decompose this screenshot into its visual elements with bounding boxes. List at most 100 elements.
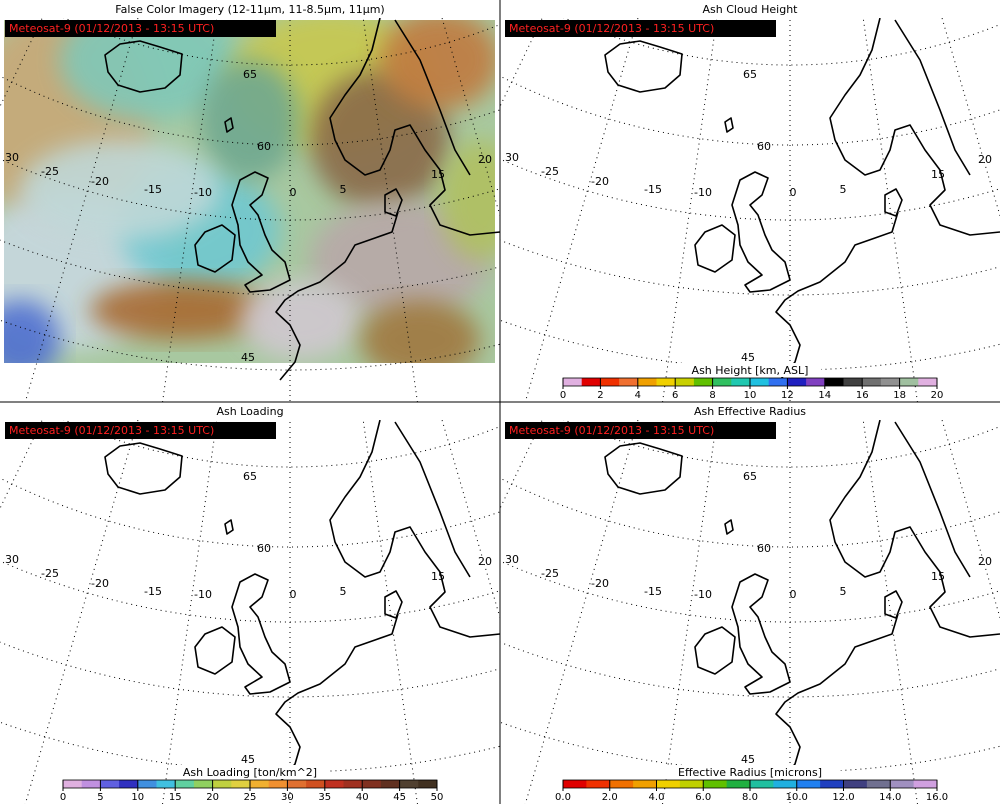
- colorbar-segment: [81, 780, 101, 788]
- satellite-label: Meteosat-9 (01/12/2013 - 13:15 UTC): [509, 22, 714, 35]
- latitude-label: 60: [757, 542, 771, 555]
- colorbar-tick-label: 18: [893, 390, 906, 401]
- longitude-label: -25: [541, 567, 559, 580]
- colorbar-label: Ash Height [km, ASL]: [692, 364, 809, 377]
- longitude-label: -25: [541, 165, 559, 178]
- colorbar-label-box: [679, 363, 821, 377]
- colorbar-tick-label: 16: [856, 390, 869, 401]
- colorbar-tick-label: 10: [131, 792, 144, 803]
- colorbar-tick-label: 40: [356, 792, 369, 803]
- longitude-label: 5: [340, 183, 347, 196]
- colorbar-segment: [843, 378, 863, 386]
- longitude-label: 20: [978, 555, 992, 568]
- label-box: [505, 422, 776, 439]
- colorbar-segment: [581, 378, 601, 386]
- longitude-label: 15: [931, 168, 945, 181]
- colorbar-segment: [693, 378, 714, 386]
- cloud: [60, 20, 240, 120]
- colorbar-segment: [750, 780, 774, 788]
- colorbar-tick-label: 50: [431, 792, 444, 803]
- colorbar-tick-label: 20: [206, 792, 219, 803]
- colorbar-segment: [880, 378, 901, 386]
- panel-title: Ash Effective Radius: [694, 405, 806, 418]
- colorbar-tick-label: 45: [393, 792, 406, 803]
- longitude-label: -20: [91, 577, 109, 590]
- colorbar-segment: [175, 780, 195, 788]
- map: [0, 18, 500, 402]
- colorbar-segment: [119, 780, 139, 788]
- colorbar-tick-label: 25: [244, 792, 257, 803]
- colorbar-tick-label: 30: [281, 792, 294, 803]
- colorbar-tick-label: 16.0: [926, 792, 948, 803]
- colorbar-segment: [679, 780, 704, 788]
- latitude-label: 45: [241, 753, 255, 766]
- colorbar-segment: [563, 378, 583, 386]
- label-box: [5, 422, 276, 439]
- longitude-label: -10: [694, 186, 712, 199]
- latitude-label: 45: [741, 753, 755, 766]
- longitude-label: -25: [41, 165, 59, 178]
- image-layer: [4, 20, 495, 363]
- colorbar-tick-label: 14: [818, 390, 831, 401]
- colorbar-segment: [913, 780, 938, 788]
- panel-title: Ash Cloud Height: [702, 3, 798, 16]
- colorbar-segment: [137, 780, 157, 788]
- colorbar-tick-label: 14.0: [879, 792, 901, 803]
- cloud: [310, 200, 490, 320]
- colorbar-segment: [399, 780, 419, 788]
- colorbar-segment: [675, 378, 695, 386]
- cloud: [20, 140, 220, 240]
- colorbar-segment: [586, 780, 611, 788]
- colorbar-label-box: [172, 765, 328, 779]
- longitude-label: 5: [840, 585, 847, 598]
- colorbar-segment: [362, 780, 382, 788]
- longitude-label: 20: [478, 153, 492, 166]
- longitude-label: -15: [644, 183, 662, 196]
- colorbar-segment: [287, 780, 307, 788]
- colorbar-segment: [796, 780, 821, 788]
- colorbar-segment: [890, 780, 915, 788]
- longitude-label: -10: [194, 186, 212, 199]
- colorbar-tick-label: 0: [560, 390, 566, 401]
- longitude-label: 5: [340, 585, 347, 598]
- colorbar-segment: [712, 378, 732, 386]
- longitude-label: 15: [431, 570, 445, 583]
- longitude-label: 15: [431, 168, 445, 181]
- longitude-label: 20: [478, 555, 492, 568]
- colorbar-segment: [100, 780, 120, 788]
- longitude-label: -20: [591, 577, 609, 590]
- false-color-image: [4, 20, 495, 363]
- panel-title: Ash Loading: [216, 405, 283, 418]
- colorbar-segment: [656, 378, 676, 386]
- satellite-label: Meteosat-9 (01/12/2013 - 13:15 UTC): [9, 22, 214, 35]
- colorbar-segment: [866, 780, 891, 788]
- colorbar-tick-label: 12.0: [832, 792, 854, 803]
- colorbar-segment: [212, 780, 232, 788]
- colorbar-segment: [418, 780, 438, 788]
- colorbar-tick-label: 15: [169, 792, 182, 803]
- latitude-label: 65: [243, 68, 257, 81]
- longitude-label: -10: [194, 588, 212, 601]
- cloud: [360, 300, 480, 363]
- cloud: [240, 280, 360, 360]
- colorbar-segment: [600, 378, 620, 386]
- coastline: [604, 420, 1000, 783]
- colorbar-segment: [156, 780, 176, 788]
- cloud: [4, 300, 60, 363]
- colorbar-segment: [324, 780, 344, 788]
- longitude-label: 0: [290, 588, 297, 601]
- colorbar-tick-label: 20: [931, 390, 944, 401]
- colorbar-segment: [250, 780, 270, 788]
- latitude-label: 65: [743, 68, 757, 81]
- colorbar-segment: [563, 780, 587, 788]
- colorbar-tick-label: 0.0: [555, 792, 571, 803]
- colorbar-segment: [656, 780, 681, 788]
- longitude-label: 30: [505, 151, 519, 164]
- colorbar-tick-label: 5: [97, 792, 103, 803]
- colorbar-segment: [637, 378, 657, 386]
- panel: 30 -25 -20 -15 -10 0 5 15 20 65 60 45 False Color Im…: [0, 3, 500, 402]
- longitude-label: -15: [144, 183, 162, 196]
